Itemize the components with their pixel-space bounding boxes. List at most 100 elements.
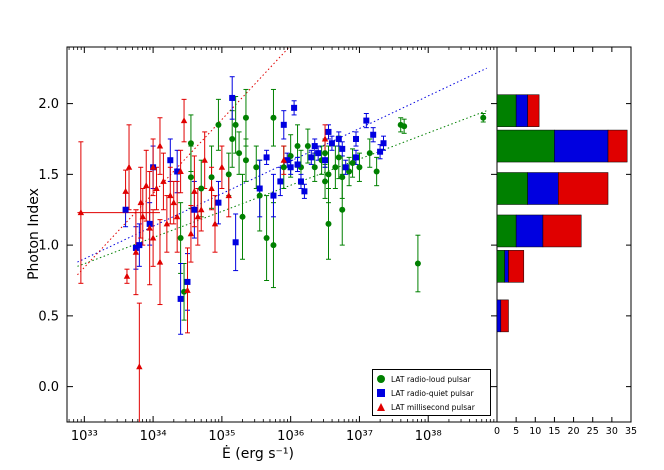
legend-square-marker [377, 389, 385, 397]
x-tick-label: 10³³ [71, 429, 98, 444]
y-tick-label: 1.0 [38, 239, 59, 254]
radio-quiet-point [363, 117, 370, 124]
radio-quiet-point [122, 206, 129, 213]
radio-loud-point [225, 171, 232, 178]
radio-quiet-point [297, 178, 304, 185]
radio-loud-point [242, 114, 249, 121]
radio-loud-point [332, 164, 339, 171]
data-markers [77, 94, 487, 370]
histogram-bar-green [496, 129, 555, 163]
millisecond-point [160, 177, 167, 184]
millisecond-point [167, 192, 174, 199]
millisecond-point [180, 117, 188, 124]
millisecond-point [122, 187, 129, 194]
radio-loud-point [181, 288, 188, 295]
radio-quiet-point [380, 140, 387, 147]
millisecond-point [125, 163, 133, 170]
y-tick-label: 1.5 [38, 168, 59, 183]
histogram-bar-blue [527, 172, 559, 205]
hist-x-tick-label: 20 [568, 426, 580, 437]
radio-loud-point [414, 260, 421, 267]
millisecond-point [211, 220, 219, 227]
millisecond-point [225, 192, 232, 199]
radio-quiet-point [301, 188, 308, 195]
radio-loud-point [325, 171, 332, 178]
radio-quiet-point [174, 168, 181, 175]
millisecond-point [149, 234, 157, 241]
histogram-bar-blue [504, 250, 509, 283]
radio-quiet-point [377, 148, 384, 155]
millisecond-point [156, 142, 164, 149]
histogram-bar-green [496, 172, 528, 205]
y-tick-label: 0.0 [38, 380, 59, 395]
millisecond-point [201, 156, 208, 163]
radio-quiet-point [270, 192, 277, 199]
legend-label-millisecond: LAT millisecond pulsar [391, 402, 475, 412]
histogram-bar-red [558, 172, 609, 205]
millisecond-point [146, 224, 153, 231]
radio-loud-point [239, 213, 246, 220]
radio-quiet-point [263, 154, 270, 161]
radio-loud-point [187, 140, 194, 147]
histogram-bar-red [607, 129, 628, 163]
radio-loud-point [263, 235, 270, 242]
radio-quiet-point [132, 244, 139, 251]
histogram-bar-red [542, 214, 582, 248]
hist-x-tick-label: 10 [529, 426, 541, 437]
main-plot-frame [66, 46, 498, 423]
radio-quiet-point [370, 131, 377, 138]
millisecond-point [321, 135, 329, 142]
millisecond-point [191, 187, 198, 194]
radio-loud-point [242, 157, 249, 164]
millisecond-point [136, 363, 143, 370]
hist-x-tick-label: 35 [625, 426, 637, 437]
histogram-plot: 0 5 10 15 20 25 30 35 [494, 46, 637, 437]
millisecond-point [149, 163, 157, 170]
radio-quiet-point [232, 239, 239, 246]
radio-quiet-point [277, 178, 284, 185]
main-axis-ticks: 10³³ 10³⁴ 10³⁵ 10³⁶ 10³⁷ 10³⁸ 0.0 0.5 1.0 1.5 2.0 [38, 47, 497, 444]
radio-quiet-point [308, 154, 315, 161]
histogram-bar-red [500, 299, 509, 333]
x-axis-label: Ė (erg s⁻¹) [222, 444, 294, 462]
millisecond-point [208, 185, 215, 192]
millisecond-point [187, 230, 195, 237]
radio-quiet-point [136, 242, 143, 249]
radio-quiet-point [280, 121, 287, 128]
radio-loud-point [215, 121, 222, 128]
radio-loud-point [198, 185, 205, 192]
radio-quiet-point [335, 135, 342, 142]
radio-quiet-point [215, 199, 222, 206]
fit-lines [77, 47, 487, 276]
radio-loud-point [366, 150, 373, 157]
millisecond-point [280, 156, 287, 163]
main-scatter-plot: 10³³ 10³⁴ 10³⁵ 10³⁶ 10³⁷ 10³⁸0.00.51.01.52.0 … [26, 46, 498, 462]
histogram-bar-blue [515, 214, 544, 248]
radio-loud-point [304, 143, 311, 150]
radio-quiet-point [284, 157, 291, 164]
legend: LAT radio-loud pulsar LAT radio-quiet pu… [372, 369, 491, 416]
hist-x-tick-label: 5 [513, 426, 519, 437]
legend-item-millisecond: LAT millisecond pulsar [377, 401, 475, 413]
radio-quiet-point [191, 206, 198, 213]
x-tick-label: 10³⁸ [415, 429, 442, 444]
radio-quiet-point [315, 150, 322, 157]
histogram-bar-green [496, 94, 517, 127]
radio-quiet-point [177, 295, 184, 302]
histogram-bar-green [496, 250, 505, 283]
hist-x-tick-label: 15 [548, 426, 560, 437]
radio-loud-point [270, 242, 277, 249]
histogram-axis-ticks: 0 5 10 15 20 25 30 35 [494, 47, 637, 437]
millisecond-point [163, 220, 171, 227]
radio-loud-point [311, 164, 318, 171]
radio-loud-point [294, 143, 301, 150]
millisecond-point [156, 258, 164, 265]
x-tick-label: 10³⁴ [140, 429, 167, 444]
x-tick-label: 10³⁶ [277, 429, 304, 444]
radio-loud-point [480, 114, 487, 121]
legend-triangle-marker [377, 403, 385, 411]
millisecond-point [77, 209, 85, 216]
radio-quiet-point [146, 220, 153, 227]
radio-quiet-point [287, 164, 294, 171]
